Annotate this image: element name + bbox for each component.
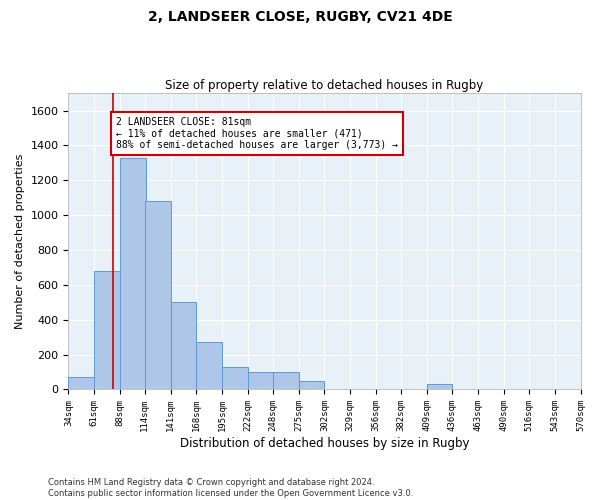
Bar — [299, 381, 325, 390]
Bar — [273, 372, 299, 390]
Y-axis label: Number of detached properties: Number of detached properties — [15, 154, 25, 329]
Bar — [248, 372, 274, 390]
Bar — [170, 302, 196, 390]
Bar — [145, 201, 170, 390]
Bar — [196, 342, 222, 390]
Bar — [94, 271, 120, 390]
Text: 2, LANDSEER CLOSE, RUGBY, CV21 4DE: 2, LANDSEER CLOSE, RUGBY, CV21 4DE — [148, 10, 452, 24]
Bar — [68, 378, 94, 390]
Text: Contains HM Land Registry data © Crown copyright and database right 2024.
Contai: Contains HM Land Registry data © Crown c… — [48, 478, 413, 498]
Bar — [120, 158, 146, 390]
Bar — [427, 384, 452, 390]
X-axis label: Distribution of detached houses by size in Rugby: Distribution of detached houses by size … — [180, 437, 469, 450]
Text: 2 LANDSEER CLOSE: 81sqm
← 11% of detached houses are smaller (471)
88% of semi-d: 2 LANDSEER CLOSE: 81sqm ← 11% of detache… — [116, 117, 398, 150]
Title: Size of property relative to detached houses in Rugby: Size of property relative to detached ho… — [166, 79, 484, 92]
Bar — [222, 367, 248, 390]
